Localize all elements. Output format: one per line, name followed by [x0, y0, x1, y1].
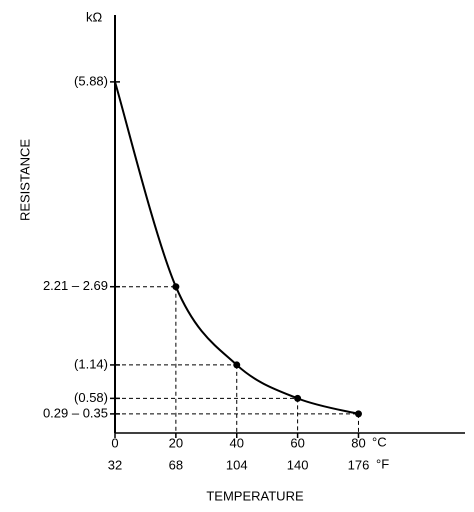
y-axis-label: RESISTANCE — [17, 139, 32, 221]
x2-tick-label: 32 — [108, 457, 122, 472]
x-tick-label: 60 — [290, 435, 304, 450]
y-tick-label: (1.14) — [74, 356, 108, 371]
x2-tick-label: 68 — [169, 457, 183, 472]
y-tick-label: (0.58) — [74, 390, 108, 405]
x2-tick-label: 140 — [287, 457, 309, 472]
x-axis-label: TEMPERATURE — [206, 488, 304, 503]
curve — [114, 81, 359, 415]
x2-unit: °F — [376, 456, 389, 471]
x-unit: °C — [372, 434, 387, 449]
y-unit: kΩ — [86, 9, 103, 24]
y-tick-label: (5.88) — [74, 73, 108, 88]
y-tick-label: 0.29 – 0.35 — [43, 405, 108, 420]
x-tick-label: 40 — [230, 435, 244, 450]
x2-tick-label: 104 — [226, 457, 248, 472]
x2-tick-label: 176 — [348, 457, 370, 472]
y-tick-label: 2.21 – 2.69 — [43, 278, 108, 293]
x-tick-label: 80 — [351, 435, 365, 450]
x-tick-label: 20 — [169, 435, 183, 450]
x-tick-label: 0 — [111, 435, 118, 450]
